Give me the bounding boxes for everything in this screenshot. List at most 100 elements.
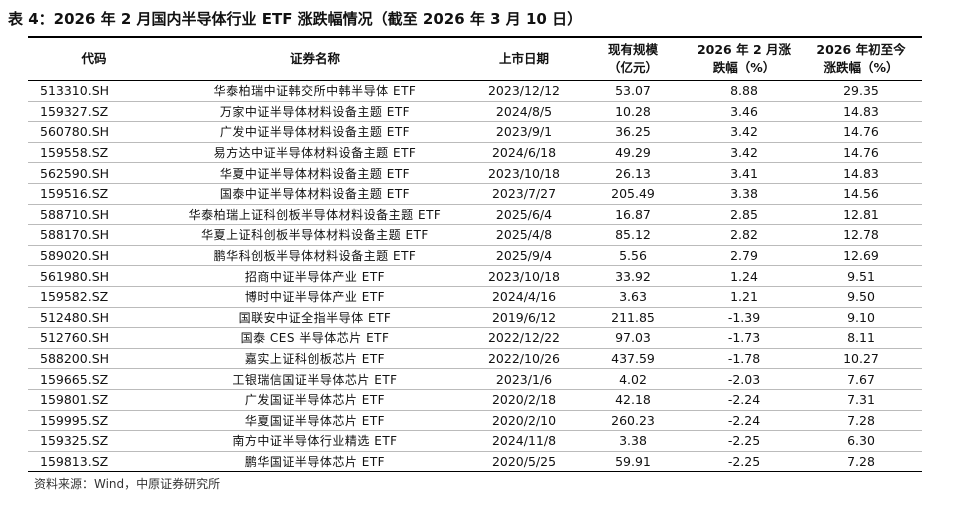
table-cell: 2024/6/18 xyxy=(470,142,578,164)
table-cell: 53.07 xyxy=(578,80,688,102)
header-line: 涨跌幅（%） xyxy=(823,60,899,75)
table-cell: 9.50 xyxy=(800,286,922,308)
table-cell: 159582.SZ xyxy=(28,286,160,308)
table-row: 159558.SZ 易方达中证半导体材料设备主题 ETF 2024/6/18 49.2… xyxy=(28,142,922,164)
table-cell: 3.42 xyxy=(688,142,800,164)
table-cell: -1.78 xyxy=(688,348,800,370)
table-cell: 26.13 xyxy=(578,162,688,184)
table-cell: 9.51 xyxy=(800,265,922,287)
table-row: 159582.SZ 博时中证半导体产业 ETF 2024/4/16 3.63 1.21 9… xyxy=(28,286,922,308)
table-row: 512480.SH 国联安中证全指半导体 ETF 2019/6/12 211.85 -1… xyxy=(28,307,922,329)
table-row: 159995.SZ 华夏国证半导体芯片 ETF 2020/2/10 260.23 -2.… xyxy=(28,410,922,432)
table-cell: 鹏华科创板半导体材料设备主题 ETF xyxy=(160,245,470,267)
table-cell: 159665.SZ xyxy=(28,368,160,390)
table-cell: 588170.SH xyxy=(28,224,160,246)
table-cell: 华夏国证半导体芯片 ETF xyxy=(160,410,470,432)
table-cell: 36.25 xyxy=(578,121,688,143)
header-row: 代码 证券名称 上市日期 现有规模 （亿元） 2026 年 2 月涨 跌幅（%） 2026 年… xyxy=(28,36,922,81)
table-cell: 9.10 xyxy=(800,307,922,329)
table-cell: 159516.SZ xyxy=(28,183,160,205)
table-cell: 2022/12/22 xyxy=(470,327,578,349)
table-cell: 211.85 xyxy=(578,307,688,329)
table-cell: 10.27 xyxy=(800,348,922,370)
table-cell: 12.81 xyxy=(800,204,922,226)
header-line: 2026 年初至今 xyxy=(816,42,906,57)
table-cell: 7.28 xyxy=(800,410,922,432)
table-cell: 万家中证半导体材料设备主题 ETF xyxy=(160,101,470,123)
table-cell: 2.85 xyxy=(688,204,800,226)
table-cell: 14.83 xyxy=(800,162,922,184)
table-cell: 博时中证半导体产业 ETF xyxy=(160,286,470,308)
table-cell: 12.78 xyxy=(800,224,922,246)
header-line: 现有规模 xyxy=(607,42,658,57)
table-cell: 8.88 xyxy=(688,80,800,102)
table-cell: 2020/2/18 xyxy=(470,389,578,411)
table-cell: 561980.SH xyxy=(28,265,160,287)
table-cell: 159801.SZ xyxy=(28,389,160,411)
table-cell: 3.46 xyxy=(688,101,800,123)
table-cell: 3.41 xyxy=(688,162,800,184)
table-cell: 512760.SH xyxy=(28,327,160,349)
table-row: 589020.SH 鹏华科创板半导体材料设备主题 ETF 2025/9/4 5.56 2… xyxy=(28,245,922,267)
table-cell: 3.38 xyxy=(688,183,800,205)
table-cell: 广发国证半导体芯片 ETF xyxy=(160,389,470,411)
table-cell: 2023/1/6 xyxy=(470,368,578,390)
table-cell: 2024/11/8 xyxy=(470,430,578,452)
table-head: 代码 证券名称 上市日期 现有规模 （亿元） 2026 年 2 月涨 跌幅（%） 2026 年… xyxy=(28,36,922,81)
table-cell: 33.92 xyxy=(578,265,688,287)
table-cell: 588200.SH xyxy=(28,348,160,370)
table-cell: 512480.SH xyxy=(28,307,160,329)
table-cell: 2020/5/25 xyxy=(470,451,578,473)
table-cell: 2023/7/27 xyxy=(470,183,578,205)
table-cell: 2025/4/8 xyxy=(470,224,578,246)
table-row: 588170.SH 华夏上证科创板半导体材料设备主题 ETF 2025/4/8 85.… xyxy=(28,224,922,246)
column-header: 上市日期 xyxy=(470,36,578,81)
header-line: 代码 xyxy=(81,51,107,66)
table-cell: 10.28 xyxy=(578,101,688,123)
table-cell: 工银瑞信国证半导体芯片 ETF xyxy=(160,368,470,390)
table-cell: 560780.SH xyxy=(28,121,160,143)
table-cell: -2.25 xyxy=(688,451,800,473)
table-row: 512760.SH 国泰 CES 半导体芯片 ETF 2022/12/22 97.03… xyxy=(28,327,922,349)
table-cell: 85.12 xyxy=(578,224,688,246)
table-cell: 3.42 xyxy=(688,121,800,143)
table-cell: 2020/2/10 xyxy=(470,410,578,432)
column-header: 证券名称 xyxy=(160,36,470,81)
table-row: 159813.SZ 鹏华国证半导体芯片 ETF 2020/5/25 59.91 -2.2… xyxy=(28,451,922,473)
table-cell: 嘉实上证科创板芯片 ETF xyxy=(160,348,470,370)
header-line: 跌幅（%） xyxy=(712,60,776,75)
table-cell: 159813.SZ xyxy=(28,451,160,473)
table-cell: 华泰柏瑞中证韩交所中韩半导体 ETF xyxy=(160,80,470,102)
table-cell: 437.59 xyxy=(578,348,688,370)
table-cell: 159325.SZ xyxy=(28,430,160,452)
table-cell: 2023/9/1 xyxy=(470,121,578,143)
table-cell: 鹏华国证半导体芯片 ETF xyxy=(160,451,470,473)
table-row: 588710.SH 华泰柏瑞上证科创板半导体材料设备主题 ETF 2025/6/4 1… xyxy=(28,204,922,226)
table-cell: 59.91 xyxy=(578,451,688,473)
table-cell: 14.76 xyxy=(800,142,922,164)
table-cell: 42.18 xyxy=(578,389,688,411)
table-cell: 8.11 xyxy=(800,327,922,349)
header-line: 上市日期 xyxy=(498,51,549,66)
table-cell: 2024/4/16 xyxy=(470,286,578,308)
table-cell: 562590.SH xyxy=(28,162,160,184)
column-header: 2026 年 2 月涨 跌幅（%） xyxy=(688,36,800,81)
table-cell: 7.67 xyxy=(800,368,922,390)
column-header: 现有规模 （亿元） xyxy=(578,36,688,81)
table-cell: 4.02 xyxy=(578,368,688,390)
table-title: 表 4：2026 年 2 月国内半导体行业 ETF 涨跌幅情况（截至 2026 … xyxy=(8,10,583,28)
table-cell: -1.73 xyxy=(688,327,800,349)
table-cell: 159558.SZ xyxy=(28,142,160,164)
table-cell: -2.24 xyxy=(688,389,800,411)
table-cell: 159327.SZ xyxy=(28,101,160,123)
table-cell: 5.56 xyxy=(578,245,688,267)
table-cell: 2022/10/26 xyxy=(470,348,578,370)
header-line: 2026 年 2 月涨 xyxy=(696,42,792,57)
table-cell: 2025/6/4 xyxy=(470,204,578,226)
table-cell: 16.87 xyxy=(578,204,688,226)
table-cell: 7.31 xyxy=(800,389,922,411)
table-cell: 广发中证半导体材料设备主题 ETF xyxy=(160,121,470,143)
table-cell: 159995.SZ xyxy=(28,410,160,432)
table-cell: 华泰柏瑞上证科创板半导体材料设备主题 ETF xyxy=(160,204,470,226)
